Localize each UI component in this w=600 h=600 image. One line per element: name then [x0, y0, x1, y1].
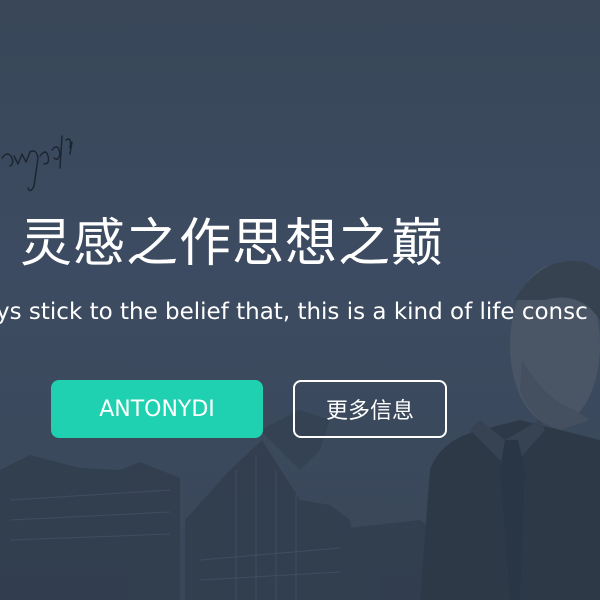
signature-icon: [1, 135, 73, 192]
building-structure-lines: [9, 455, 341, 600]
hero-headline: 灵感之作思想之巅: [20, 214, 445, 274]
portrait-figure: [420, 261, 600, 600]
more-info-button[interactable]: 更多信息: [293, 380, 447, 438]
building-silhouette: [0, 410, 440, 600]
antonydi-button[interactable]: ANTONYDI: [51, 380, 263, 438]
hero-tagline: ys stick to the belief that, this is a k…: [0, 299, 588, 325]
